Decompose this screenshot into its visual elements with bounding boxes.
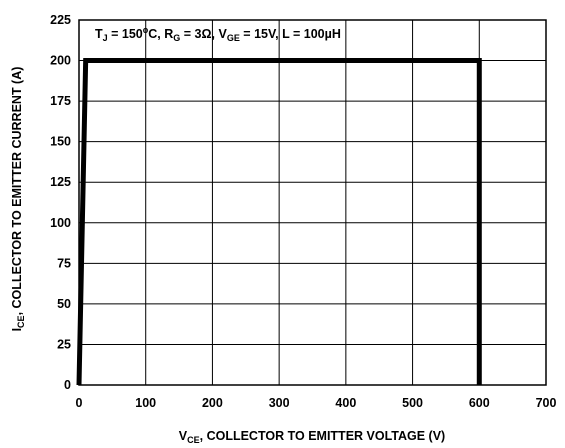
y-tick-label: 100 (50, 216, 71, 230)
y-tick-label: 125 (50, 175, 71, 189)
x-axis-label: VCE, COLLECTOR TO EMITTER VOLTAGE (V) (179, 429, 445, 445)
series-line (76, 58, 482, 386)
x-tick-label: 200 (202, 396, 223, 410)
y-tick-label: 225 (50, 13, 71, 27)
y-tick-label: 0 (64, 378, 71, 392)
y-axis-label: ICE, COLLECTOR TO EMITTER CURRENT (A) (10, 67, 26, 332)
grid (78, 19, 547, 386)
series-group (76, 58, 482, 386)
y-tick-labels: 0 25 50 75 100 125 150 175 200 225 (50, 13, 71, 392)
plot-frame (78, 19, 547, 386)
y-tick-label: 175 (50, 94, 71, 108)
x-tick-label: 400 (335, 396, 356, 410)
y-tick-label: 75 (57, 256, 71, 270)
x-tick-label: 700 (536, 396, 557, 410)
x-tick-labels: 0 100 200 300 400 500 600 700 (76, 396, 557, 410)
y-tick-label: 200 (50, 54, 71, 68)
x-tick-label: 0 (76, 396, 83, 410)
y-tick-label: 25 (57, 337, 71, 351)
conditions-annotation: TJ = 150oC, RG = 3Ω, VGE = 15V, L = 100µ… (95, 25, 341, 43)
y-tick-label: 150 (50, 135, 71, 149)
x-tick-label: 600 (469, 396, 490, 410)
x-tick-label: 100 (135, 396, 156, 410)
x-tick-label: 500 (402, 396, 423, 410)
y-tick-label: 50 (57, 297, 71, 311)
x-tick-label: 300 (269, 396, 290, 410)
